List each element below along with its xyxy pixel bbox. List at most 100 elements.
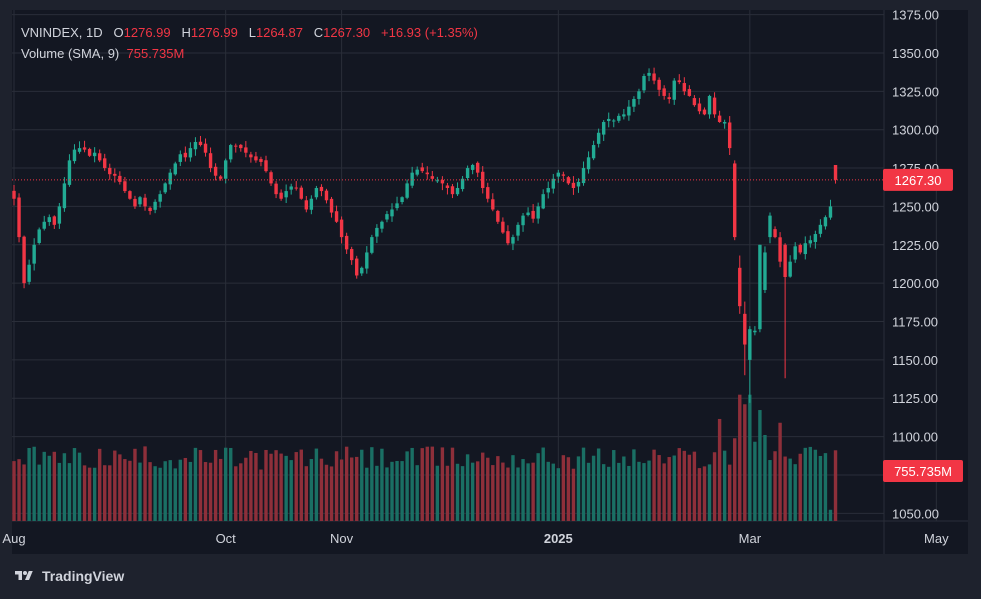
x-tick-label: 2025 (544, 531, 573, 546)
volume-bar (823, 453, 828, 521)
candle-body (702, 109, 707, 115)
volume-bar (722, 450, 727, 521)
volume-bar (561, 455, 566, 521)
volume-bar (576, 456, 581, 521)
volume-bar (501, 462, 505, 521)
volume-bar (415, 465, 419, 521)
candle-body (652, 73, 656, 81)
volume-bar (682, 450, 687, 521)
candle-body (193, 141, 198, 150)
volume-bar (687, 454, 692, 521)
open-label: O (113, 25, 124, 40)
volume-bar (264, 449, 268, 521)
candle-body (153, 201, 157, 210)
volume-bar (62, 453, 67, 521)
candle-body (113, 173, 117, 176)
candle-body (783, 244, 787, 278)
volume-bar (178, 459, 183, 521)
candle-body (707, 95, 712, 115)
candle-body (118, 175, 122, 182)
candle-body (475, 162, 480, 173)
candle-body (642, 75, 646, 91)
volume-bar (596, 448, 601, 521)
x-tick-label: Mar (739, 531, 762, 546)
volume-bar (803, 447, 807, 521)
candle-body (672, 80, 676, 100)
candle-body (279, 192, 283, 199)
volume-bar (445, 465, 450, 521)
volume-bar (516, 467, 520, 521)
volume-bar (370, 447, 374, 521)
volume-bar (410, 447, 414, 521)
candle-body (42, 221, 46, 229)
candle-body (259, 158, 263, 162)
open-value: 1276.99 (123, 25, 171, 40)
volume-bar (672, 455, 676, 521)
volume-bar (294, 452, 298, 521)
candle-body (223, 160, 228, 179)
candle-body (591, 145, 596, 159)
volume-bar (319, 458, 324, 521)
volume-bar (627, 465, 631, 521)
y-tick-label: 1325.00 (892, 84, 939, 99)
candle-body (123, 181, 127, 192)
volume-bar (27, 448, 31, 521)
candle-body (349, 249, 354, 261)
tradingview-brand[interactable]: TradingView (12, 568, 124, 584)
high-label: H (181, 25, 191, 40)
volume-bar (244, 457, 248, 521)
volume-bar (289, 460, 293, 521)
candle-body (491, 199, 495, 210)
interval-label[interactable]: 1D (86, 25, 103, 40)
symbol-name[interactable]: VNINDEX (21, 25, 79, 40)
volume-bar (208, 462, 213, 521)
candle-body (481, 171, 485, 189)
y-tick-label: 1250.00 (892, 199, 939, 214)
volume-bar (788, 458, 792, 521)
volume-bar (17, 459, 21, 521)
candle-body (536, 206, 540, 219)
candle-body (52, 216, 57, 225)
candle-body (561, 174, 566, 176)
candle-body (546, 188, 550, 193)
candle-body (501, 221, 505, 233)
candle-body (395, 203, 399, 209)
volume-bar (97, 448, 102, 521)
volume-bar (390, 461, 394, 521)
candle-body (682, 83, 687, 92)
candle-body (692, 98, 697, 106)
volume-bar (138, 462, 142, 521)
candle-body (309, 198, 314, 210)
candle-body (803, 243, 807, 255)
volume-bar (692, 451, 697, 521)
candle-body (168, 172, 172, 185)
y-tick-label: 1150.00 (892, 353, 938, 368)
volume-bar (662, 463, 666, 521)
candle-body (183, 152, 188, 158)
volume-title[interactable]: Volume (SMA, 9) (21, 46, 120, 61)
candle-body (239, 144, 243, 149)
candle-body (793, 246, 797, 260)
volume-bar (143, 446, 147, 521)
volume-bar (314, 448, 319, 521)
volume-bar (133, 448, 137, 521)
volume-bar (87, 467, 92, 521)
volume-bar (173, 468, 177, 521)
candle-body (556, 172, 561, 177)
candle-body (627, 106, 631, 116)
volume-bar (612, 450, 616, 521)
volume-bar (395, 460, 399, 521)
candle-body (158, 194, 162, 202)
volume-bar (148, 462, 152, 521)
candle-body (314, 188, 319, 198)
volume-bar (541, 447, 545, 521)
volume-bar (234, 466, 238, 521)
volume-bar (833, 450, 838, 521)
volume-bar (118, 454, 122, 521)
candle-body (82, 147, 87, 150)
candle-body (743, 313, 747, 345)
candle-body (586, 157, 591, 170)
volume-bar (828, 509, 833, 521)
volume-bar (440, 447, 445, 521)
